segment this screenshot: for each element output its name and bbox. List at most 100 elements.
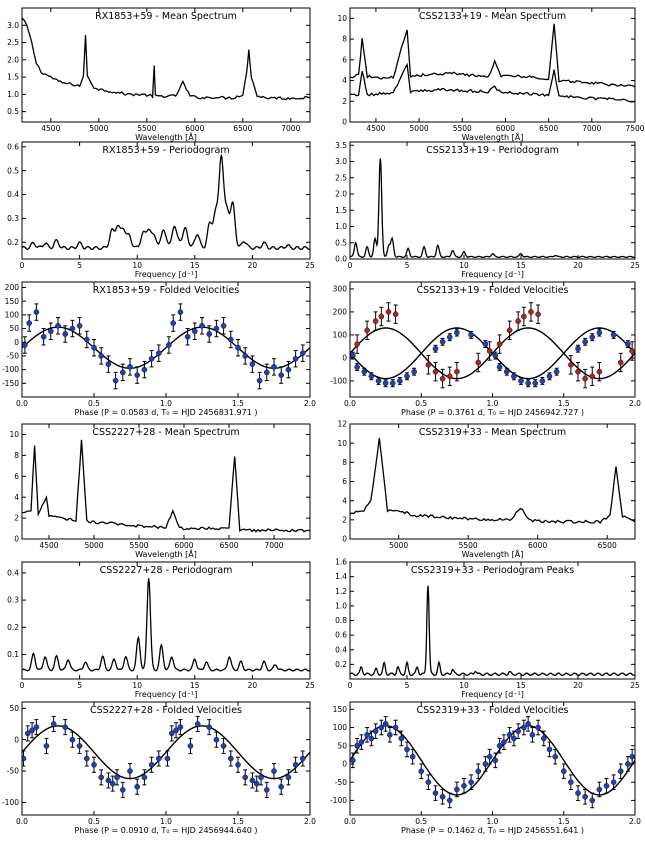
data-point-velocities [511, 735, 517, 742]
data-point-primary [546, 373, 553, 380]
data-point-velocities [404, 746, 410, 753]
data-point-velocities [127, 768, 133, 774]
data-point-velocities [354, 742, 360, 749]
y-tick-label: 0.4 [7, 568, 19, 577]
data-point-velocities [418, 768, 425, 775]
x-tick-label: 10 [459, 261, 469, 270]
x-tick-label: 5 [77, 681, 82, 690]
data-point-secondary [446, 373, 453, 380]
data-point-secondary [392, 311, 399, 318]
data-point-secondary [454, 368, 460, 375]
data-point-primary [503, 368, 510, 375]
data-point-velocities [127, 364, 133, 370]
data-point-velocities [387, 732, 393, 738]
y-tick-label: 2.5 [335, 173, 347, 182]
data-point-velocities [271, 768, 277, 774]
data-point-primary [368, 373, 375, 380]
data-point-primary [625, 341, 631, 347]
data-point-velocities [242, 353, 248, 359]
data-point-velocities [166, 342, 172, 348]
y-tick-label: 50 [337, 741, 347, 750]
x-tick-label: 1.5 [232, 817, 244, 826]
x-tick-label: 15 [516, 681, 526, 690]
data-point-secondary [439, 375, 446, 382]
data-point-velocities [177, 724, 184, 730]
plot-area [350, 23, 635, 103]
x-tick-label: 0 [20, 261, 25, 270]
plot-area [350, 158, 635, 259]
y-tick-label: 0.4 [335, 645, 347, 654]
data-point-velocities [364, 732, 370, 738]
periodogram-line [22, 153, 310, 251]
y-tick-label: 8 [342, 458, 347, 467]
data-point-velocities [409, 753, 416, 760]
x-tick-label: 2.0 [629, 817, 641, 826]
data-point-velocities [446, 797, 453, 804]
data-point-velocities [454, 786, 460, 793]
y-tick-label: 0 [14, 338, 19, 347]
y-tick-label: 2 [342, 97, 347, 106]
x-tick-label: 5000 [84, 541, 103, 550]
data-point-primary [575, 345, 581, 352]
x-tick-label: 2.0 [629, 399, 641, 408]
data-point-velocities [603, 783, 610, 789]
y-tick-label: 2.5 [7, 38, 19, 47]
x-tick-label: 6500 [598, 541, 617, 550]
data-point-velocities [220, 323, 227, 329]
axes-frame [349, 423, 636, 540]
data-point-velocities [235, 761, 241, 768]
data-point-velocities [48, 328, 54, 335]
data-point-secondary [528, 309, 534, 315]
data-point-velocities [98, 774, 104, 781]
x-axis-label: Wavelength [Å] [135, 548, 197, 559]
y-tick-label: 200 [5, 283, 20, 292]
y-tick-label: 2 [14, 514, 19, 523]
x-tick-label: 0.5 [88, 399, 100, 408]
y-tick-label: 6 [342, 477, 347, 486]
axes-frame [349, 561, 636, 680]
chart-panel-8: 5000 5500 6000 6500 0 2 4 6 8 10 12 CSS2319+33 - Me… [337, 420, 636, 559]
data-point-primary [361, 368, 368, 375]
data-point-velocities [120, 369, 126, 376]
data-point-velocities [617, 768, 624, 775]
data-point-velocities [350, 757, 356, 764]
data-point-primary [446, 334, 453, 341]
data-point-primary [610, 332, 617, 338]
chart-title: CSS2319+33 - Folded Velocities [417, 705, 569, 716]
chart-title: CSS2319+33 - Mean Spectrum [419, 427, 566, 438]
y-tick-label: 4 [342, 496, 347, 505]
x-tick-label: 20 [248, 261, 258, 270]
data-point-primary [411, 368, 417, 375]
chart-title: RX1853+59 - Folded Velocities [93, 285, 239, 296]
data-point-velocities [263, 787, 270, 793]
data-point-velocities [560, 768, 567, 775]
plot-area [22, 303, 310, 390]
x-tick-label: 25 [305, 261, 315, 270]
data-point-velocities [292, 761, 299, 768]
data-point-velocities [206, 331, 212, 337]
y-tick-label: 8 [14, 451, 19, 460]
data-point-velocities [50, 721, 57, 727]
x-tick-label: 2.0 [304, 399, 316, 408]
x-tick-label: 1.0 [160, 817, 172, 826]
x-axis-label: Frequency [d⁻¹] [135, 270, 198, 279]
data-point-primary [454, 329, 460, 336]
data-point-velocities [468, 779, 474, 785]
data-point-velocities [148, 355, 155, 362]
data-point-velocities [461, 783, 467, 789]
data-point-velocities [213, 325, 220, 332]
data-point-velocities [55, 323, 61, 329]
x-tick-label: 1.5 [232, 399, 244, 408]
data-point-primary [382, 380, 389, 387]
y-tick-label: -150 [2, 379, 19, 388]
y-tick-label: 0 [342, 760, 347, 769]
data-point-velocities [29, 727, 35, 734]
x-tick-label: 5500 [137, 124, 156, 133]
x-axis-label: Wavelength [Å] [462, 548, 524, 559]
data-point-velocities [541, 735, 547, 742]
data-point-secondary [629, 348, 635, 354]
data-point-velocities [249, 361, 256, 367]
data-point-velocities [134, 372, 140, 378]
data-point-velocities [112, 377, 119, 384]
data-point-velocities [213, 736, 220, 743]
